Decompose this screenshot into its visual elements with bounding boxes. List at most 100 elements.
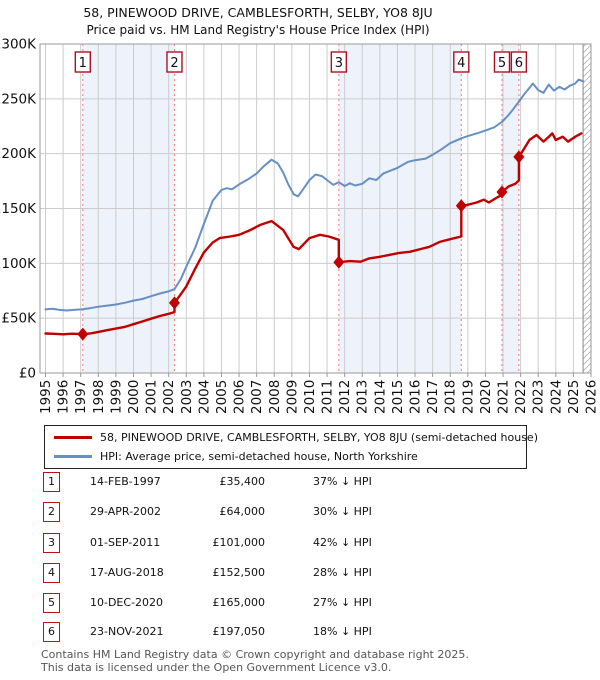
x-axis-label: 2004 bbox=[196, 380, 212, 414]
sale-marker bbox=[168, 296, 180, 310]
x-axis-label: 2015 bbox=[390, 380, 406, 414]
sale-vs-hpi: 28% ↓ HPI bbox=[313, 566, 372, 579]
sale-row: 3 01-SEP-2011 £101,000 42% ↓ HPI bbox=[0, 533, 600, 554]
sale-annotation-box bbox=[74, 51, 92, 73]
x-axis-label: 2024 bbox=[548, 380, 564, 414]
x-axis-label: 2009 bbox=[284, 380, 300, 414]
x-axis-label: 2020 bbox=[478, 380, 494, 414]
sale-date: 14-FEB-1997 bbox=[90, 475, 161, 488]
sale-annotation-number: 2 bbox=[170, 56, 178, 71]
x-axis-label: 2018 bbox=[443, 380, 459, 414]
sale-annotation-number: 4 bbox=[457, 56, 465, 71]
x-axis-label: 1995 bbox=[38, 380, 54, 414]
sale-row: 4 17-AUG-2018 £152,500 28% ↓ HPI bbox=[0, 563, 600, 584]
sale-row: 1 14-FEB-1997 £35,400 37% ↓ HPI bbox=[0, 472, 600, 493]
sale-annotation-number: 5 bbox=[498, 56, 506, 71]
x-axis-label: 2013 bbox=[355, 380, 371, 414]
page-title: 58, PINEWOOD DRIVE, CAMBLESFORTH, SELBY,… bbox=[83, 5, 433, 20]
sale-vs-hpi: 27% ↓ HPI bbox=[313, 596, 372, 609]
sale-date: 23-NOV-2021 bbox=[90, 625, 164, 638]
legend-item-hpi: HPI: Average price, semi-detached house,… bbox=[45, 449, 526, 464]
x-axis-label: 2025 bbox=[566, 380, 582, 414]
sale-date: 29-APR-2002 bbox=[90, 505, 162, 518]
x-axis-label: 2022 bbox=[513, 380, 529, 414]
sale-price: £152,500 bbox=[212, 566, 266, 579]
hpi-line-swatch bbox=[54, 455, 92, 458]
x-axis-label: 2006 bbox=[232, 380, 248, 414]
plot-border bbox=[39, 43, 592, 374]
future-hatch bbox=[583, 44, 591, 373]
sale-number-badge: 3 bbox=[43, 533, 60, 553]
sale-price: £35,400 bbox=[219, 475, 266, 488]
y-axis-label: £50K bbox=[1, 311, 37, 327]
sale-date: 10-DEC-2020 bbox=[90, 596, 164, 609]
sale-date: 01-SEP-2011 bbox=[90, 536, 161, 549]
sale-vs-hpi: 42% ↓ HPI bbox=[313, 536, 372, 549]
hpi-line bbox=[44, 78, 585, 312]
y-axis-label: £200K bbox=[0, 146, 37, 162]
sale-row: 2 29-APR-2002 £64,000 30% ↓ HPI bbox=[0, 502, 600, 523]
x-axis-label: 2016 bbox=[408, 380, 424, 414]
sale-annotation-box bbox=[166, 51, 183, 73]
x-axis-label: 2023 bbox=[531, 380, 547, 414]
sale-vs-hpi: 37% ↓ HPI bbox=[313, 475, 372, 488]
sale-vs-hpi: 18% ↓ HPI bbox=[313, 625, 372, 638]
sale-annotation-box bbox=[510, 51, 528, 73]
sale-annotation-number: 1 bbox=[79, 56, 87, 71]
x-axis-label: 2003 bbox=[179, 380, 195, 414]
legend: 58, PINEWOOD DRIVE, CAMBLESFORTH, SELBY,… bbox=[44, 425, 538, 469]
sale-marker bbox=[455, 199, 467, 213]
license-line-2: This data is licensed under the Open Gov… bbox=[41, 660, 392, 674]
sale-row: 5 10-DEC-2020 £165,000 27% ↓ HPI bbox=[0, 593, 600, 614]
y-axis-label: £0 bbox=[19, 366, 36, 382]
x-axis-label: 2002 bbox=[161, 380, 177, 414]
x-axis-label: 2005 bbox=[214, 380, 230, 414]
x-axis-label: 1996 bbox=[56, 380, 72, 414]
sale-number-badge: 4 bbox=[43, 563, 60, 583]
x-axis-label: 2010 bbox=[302, 380, 318, 414]
legend-label: HPI: Average price, semi-detached house,… bbox=[100, 450, 418, 463]
page-subtitle: Price paid vs. HM Land Registry's House … bbox=[86, 23, 430, 37]
sale-date: 17-AUG-2018 bbox=[90, 566, 164, 579]
sale-marker bbox=[513, 150, 525, 164]
x-axis-label: 2007 bbox=[249, 380, 265, 414]
sale-annotation-box bbox=[453, 51, 470, 73]
sale-price: £165,000 bbox=[212, 596, 266, 609]
sale-marker bbox=[333, 255, 345, 269]
x-axis-label: 2019 bbox=[460, 380, 476, 414]
sale-number-badge: 6 bbox=[43, 622, 60, 642]
legend-label: 58, PINEWOOD DRIVE, CAMBLESFORTH, SELBY,… bbox=[100, 431, 538, 444]
y-axis-label: £250K bbox=[0, 91, 37, 107]
price-chart: 1 2 3 4 56 £0 £50K £100K £150K £200K £250K £300K 199… bbox=[0, 37, 600, 415]
y-axis-label: £300K bbox=[0, 37, 37, 53]
sale-marker bbox=[77, 327, 89, 341]
sale-vs-hpi: 30% ↓ HPI bbox=[313, 505, 372, 518]
x-axis-label: 1997 bbox=[73, 380, 89, 414]
sale-price: £64,000 bbox=[219, 505, 266, 518]
sale-number-badge: 2 bbox=[43, 502, 60, 522]
sale-annotation-box bbox=[330, 51, 348, 73]
x-axis-label: 2017 bbox=[425, 380, 441, 414]
sale-number-badge: 5 bbox=[43, 593, 60, 613]
x-axis-label: 2001 bbox=[144, 380, 160, 414]
sale-annotation-number: 6 bbox=[515, 56, 523, 71]
x-axis-label: 1998 bbox=[91, 380, 107, 414]
y-axis-label: £100K bbox=[0, 256, 37, 272]
sale-annotation-number: 3 bbox=[335, 56, 343, 71]
legend-item-property: 58, PINEWOOD DRIVE, CAMBLESFORTH, SELBY,… bbox=[45, 430, 538, 445]
x-axis-label: 1999 bbox=[108, 380, 124, 414]
x-axis-label: 2000 bbox=[126, 380, 142, 414]
property-line-swatch bbox=[54, 436, 92, 439]
sale-annotation-box bbox=[493, 51, 511, 73]
sale-marker bbox=[496, 185, 508, 199]
sale-price: £197,050 bbox=[212, 625, 266, 638]
license-line-1: Contains HM Land Registry data © Crown c… bbox=[41, 648, 469, 661]
x-axis-label: 2008 bbox=[267, 380, 283, 414]
x-axis-label: 2014 bbox=[372, 380, 388, 414]
x-axis-label: 2012 bbox=[337, 380, 353, 414]
x-axis-label: 2021 bbox=[496, 380, 512, 414]
sale-price: £101,000 bbox=[212, 536, 266, 549]
x-axis-label: 2011 bbox=[320, 380, 336, 414]
license-note: Contains HM Land Registry data © Crown c… bbox=[41, 648, 469, 674]
sale-row: 6 23-NOV-2021 £197,050 18% ↓ HPI bbox=[0, 622, 600, 643]
